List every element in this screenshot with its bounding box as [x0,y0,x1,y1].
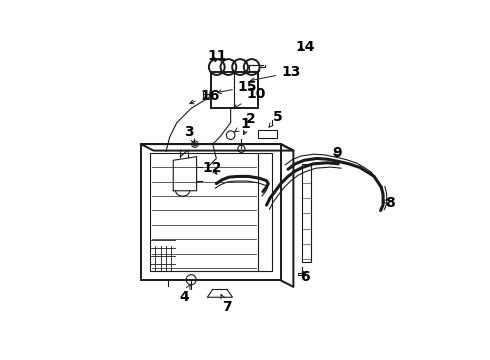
Text: 7: 7 [221,294,232,314]
Text: 1: 1 [235,117,250,132]
Text: 4: 4 [179,284,190,303]
Text: 11: 11 [208,49,227,63]
Bar [203,91,205,97]
Text: 5: 5 [269,110,282,127]
Text: 2: 2 [244,112,255,135]
Text: 15: 15 [218,80,257,94]
Text: 8: 8 [383,196,395,210]
Bar [302,165,311,262]
Text: 16: 16 [190,89,220,104]
Text: 3: 3 [185,125,195,144]
Bar [298,273,305,275]
Text: 10: 10 [234,87,266,109]
Text: 12: 12 [202,161,222,175]
Bar [211,72,258,108]
Bar [258,130,277,138]
Text: 13: 13 [250,66,300,82]
Text: 6: 6 [300,270,310,284]
Bar [248,64,259,71]
Text: 14: 14 [295,40,315,54]
Text: 9: 9 [332,146,342,160]
